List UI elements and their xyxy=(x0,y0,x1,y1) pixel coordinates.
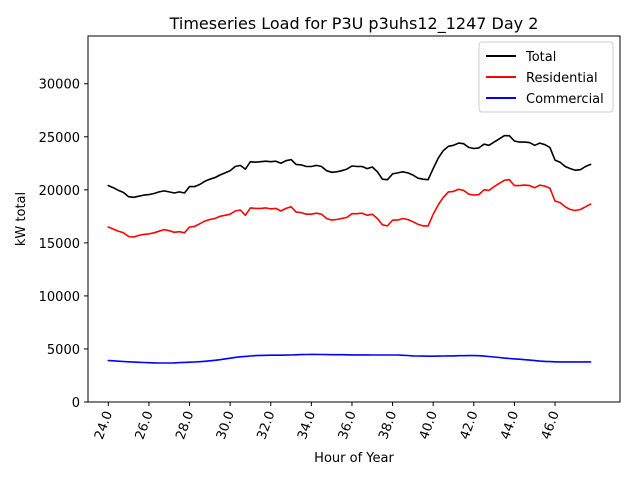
legend: Total Residential Commercial xyxy=(478,41,614,113)
y-axis-label: kW total xyxy=(14,192,29,246)
x-axis-label: Hour of Year xyxy=(314,451,394,466)
legend-frame xyxy=(478,41,614,113)
series-layer xyxy=(107,134,592,364)
y-tick-label: 0 xyxy=(72,396,80,411)
series-line-total xyxy=(107,134,592,199)
y-tick-label: 5000 xyxy=(47,343,80,358)
legend-items: Total Residential Commercial xyxy=(486,50,604,107)
y-tick-label: 25000 xyxy=(39,131,80,146)
legend-label-residential: Residential xyxy=(526,71,598,86)
y-tick-label: 20000 xyxy=(39,184,80,199)
legend-label-commercial: Commercial xyxy=(526,92,604,107)
legend-label-total: Total xyxy=(525,50,556,65)
y-tick-label: 15000 xyxy=(39,237,80,252)
series-line-residential xyxy=(107,178,592,238)
series-line-commercial xyxy=(107,353,592,364)
y-tick-label: 10000 xyxy=(39,290,80,305)
chart-title: Timeseries Load for P3U p3uhs12_1247 Day… xyxy=(169,14,539,34)
y-axis: 0 5000 10000 15000 20000 25000 30000 xyxy=(39,78,88,411)
y-tick-label: 30000 xyxy=(39,78,80,93)
